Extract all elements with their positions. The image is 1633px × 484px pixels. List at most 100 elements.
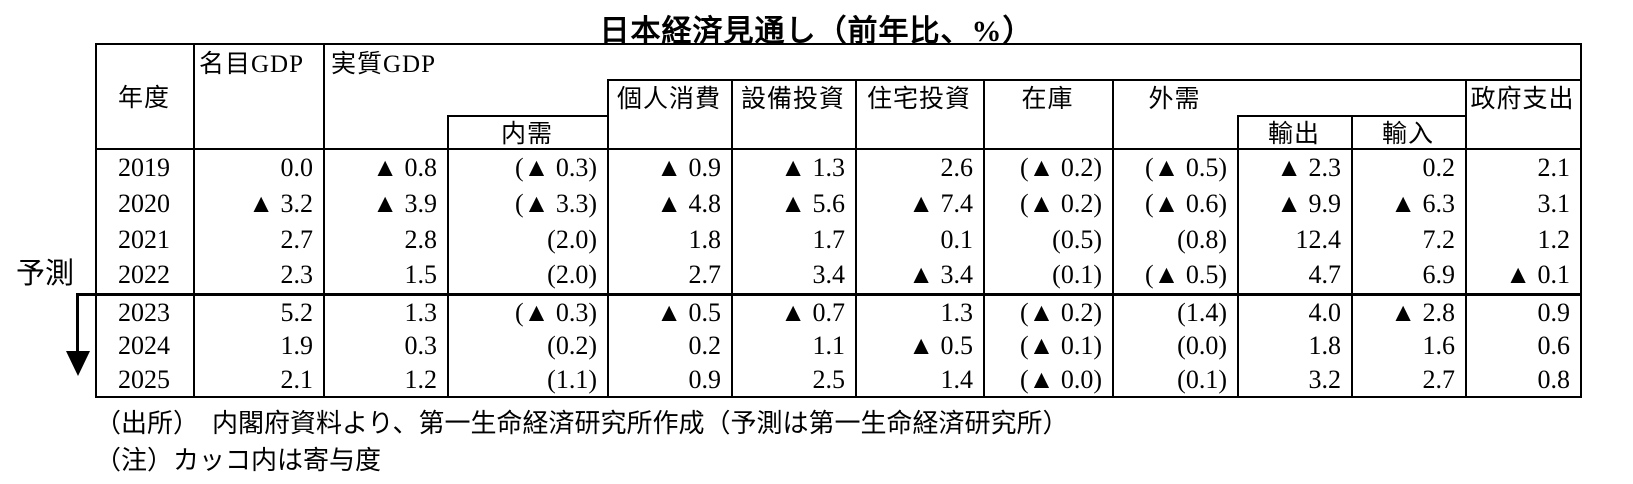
table-row: 2022 2.3 1.5 (2.0) 2.7 3.4 ▲ 3.4 (0.1) (…: [95, 257, 1580, 293]
value-cell: (1.4): [1177, 298, 1227, 327]
value-cell: (▲ 0.5): [1144, 153, 1227, 182]
year-cell: 2024: [118, 331, 170, 361]
value-cell: 4.7: [1308, 260, 1342, 290]
value-cell: ▲ 6.3: [1390, 188, 1455, 218]
value-cell: 1.2: [1537, 224, 1571, 254]
col-header-government-spending: 政府支出: [1470, 86, 1575, 113]
value-cell: ▲ 3.2: [248, 188, 313, 218]
year-cell: 2021: [118, 224, 170, 254]
value-cell: ▲ 4.8: [656, 188, 721, 218]
grid-line: [95, 148, 1582, 150]
value-cell: 4.0: [1308, 298, 1342, 327]
col-header-private-consumption: 個人消費: [616, 86, 721, 113]
value-cell: ▲ 3.9: [372, 188, 437, 218]
value-cell: 0.1: [940, 224, 974, 254]
value-cell: 2.5: [812, 364, 846, 394]
value-cell: (0.1): [1177, 364, 1227, 394]
table-row: 2024 1.9 0.3 (0.2) 0.2 1.1 ▲ 0.5 (▲ 0.1)…: [95, 329, 1580, 362]
forecast-label: 予測: [16, 256, 75, 290]
value-cell: 1.1: [812, 331, 846, 361]
grid-line: [1351, 115, 1353, 398]
value-cell: (▲ 0.0): [1019, 364, 1102, 394]
value-cell: 1.3: [404, 298, 438, 327]
value-cell: (▲ 3.3): [514, 188, 597, 218]
grid-line: [1580, 43, 1582, 398]
table-row: 2021 2.7 2.8 (2.0) 1.8 1.7 0.1 (0.5) (0.…: [95, 222, 1580, 258]
value-cell: 1.8: [1308, 331, 1342, 361]
value-cell: (▲ 0.1): [1019, 331, 1102, 361]
col-header-external-demand: 外需: [1148, 86, 1201, 113]
value-cell: ▲ 0.7: [780, 298, 845, 327]
value-cell: (0.0): [1177, 331, 1227, 361]
year-cell: 2019: [118, 153, 170, 182]
value-cell: ▲ 0.1: [1505, 260, 1570, 290]
value-cell: ▲ 9.9: [1276, 188, 1341, 218]
forecast-divider-line: [95, 293, 1582, 296]
value-cell: (▲ 0.2): [1019, 298, 1102, 327]
value-cell: 6.9: [1422, 260, 1456, 290]
value-cell: 0.8: [1537, 364, 1571, 394]
value-cell: (1.1): [547, 364, 597, 394]
year-cell: 2025: [118, 364, 170, 394]
value-cell: ▲ 0.8: [372, 153, 437, 182]
grid-line: [1465, 79, 1467, 398]
value-cell: ▲ 1.3: [780, 153, 845, 182]
value-cell: (▲ 0.3): [514, 153, 597, 182]
col-header-exports: 輸出: [1267, 120, 1320, 148]
value-cell: ▲ 5.6: [780, 188, 845, 218]
value-cell: 1.7: [812, 224, 846, 254]
year-cell: 2020: [118, 188, 170, 218]
grid-line: [1237, 115, 1239, 398]
value-cell: 2.1: [280, 364, 314, 394]
value-cell: 2.7: [280, 224, 314, 254]
value-cell: 0.2: [688, 331, 722, 361]
value-cell: ▲ 0.5: [908, 331, 973, 361]
col-header-domestic-demand: 内需: [500, 120, 553, 148]
value-cell: 2.8: [404, 224, 438, 254]
value-cell: 0.9: [688, 364, 722, 394]
value-cell: 2.1: [1537, 153, 1571, 182]
value-cell: 2.7: [1422, 364, 1456, 394]
value-cell: 1.5: [404, 260, 438, 290]
value-cell: 1.2: [404, 364, 438, 394]
grid-line: [855, 79, 857, 398]
source-note: （出所） 内閣府資料より、第一生命経済研究所作成（予測は第一生命経済研究所）: [95, 409, 1069, 439]
value-cell: (▲ 0.2): [1019, 188, 1102, 218]
value-cell: ▲ 7.4: [908, 188, 973, 218]
col-header-nominal-gdp: 名目GDP: [199, 51, 305, 78]
year-cell: 2023: [118, 298, 170, 327]
table-body: 2019 0.0 ▲ 0.8 (▲ 0.3) ▲ 0.9 ▲ 1.3 2.6 (…: [95, 150, 1582, 396]
table-row: 2020 ▲ 3.2 ▲ 3.9 (▲ 3.3) ▲ 4.8 ▲ 5.6 ▲ 7…: [95, 186, 1580, 222]
value-cell: ▲ 3.4: [908, 260, 973, 290]
col-header-capital-investment: 設備投資: [740, 86, 845, 113]
value-cell: 0.0: [280, 153, 314, 182]
value-cell: 1.4: [940, 364, 974, 394]
value-cell: 2.6: [940, 153, 974, 182]
grid-line: [447, 115, 449, 398]
col-header-real-gdp: 実質GDP: [331, 51, 437, 78]
value-cell: 0.2: [1422, 153, 1456, 182]
value-cell: 3.2: [1308, 364, 1342, 394]
value-cell: (0.2): [547, 331, 597, 361]
value-cell: ▲ 0.9: [656, 153, 721, 182]
grid-line: [983, 79, 985, 398]
value-cell: (0.5): [1052, 224, 1102, 254]
year-cell: 2022: [118, 260, 170, 290]
col-header-housing-investment: 住宅投資: [866, 86, 971, 113]
arrow-down-icon: [66, 351, 90, 376]
forecast-arrow-connector: [76, 293, 96, 296]
value-cell: 0.6: [1537, 331, 1571, 361]
value-cell: 1.3: [940, 298, 974, 327]
page-title: 日本経済見通し（前年比、%）: [599, 15, 1034, 48]
table-row: 2023 5.2 1.3 (▲ 0.3) ▲ 0.5 ▲ 0.7 1.3 (▲ …: [95, 296, 1580, 329]
value-cell: 7.2: [1422, 224, 1456, 254]
value-cell: ▲ 2.8: [1390, 298, 1455, 327]
remark-note: （注）カッコ内は寄与度: [95, 446, 382, 476]
value-cell: ▲ 0.5: [656, 298, 721, 327]
value-cell: 1.9: [280, 331, 314, 361]
economic-forecast-table: 年度 名目GDP 実質GDP 内需 個人消費 設備投資 住宅投資 在庫 外需 輸…: [95, 43, 1582, 398]
table-row: 2025 2.1 1.2 (1.1) 0.9 2.5 1.4 (▲ 0.0) (…: [95, 363, 1580, 396]
value-cell: 1.6: [1422, 331, 1456, 361]
value-cell: 2.3: [280, 260, 314, 290]
